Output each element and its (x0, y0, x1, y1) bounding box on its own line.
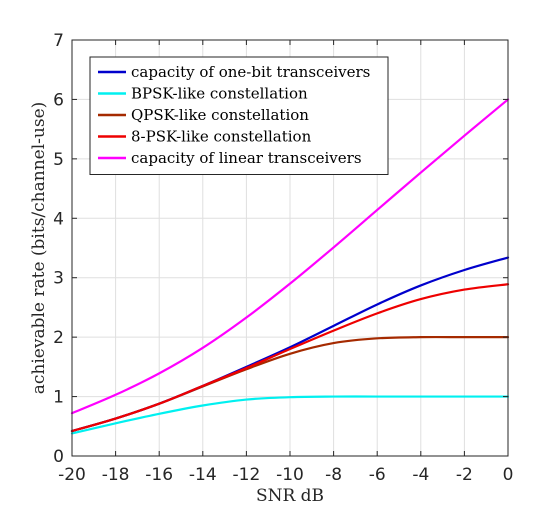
x-tick-label: -12 (233, 465, 261, 485)
x-tick-label: -18 (102, 465, 130, 485)
y-tick-label: 3 (53, 269, 64, 289)
series-line-linear-capacity (70, 98, 510, 415)
series-line-bpsk (70, 395, 510, 435)
x-tick-label: -14 (189, 465, 217, 485)
legend-entry: capacity of one-bit transceivers (131, 63, 370, 81)
y-tick-label: 2 (53, 328, 64, 348)
legend-entry: QPSK-like constellation (131, 106, 309, 124)
x-tick-label: -6 (369, 465, 386, 485)
legend-entry: capacity of linear transceivers (131, 149, 362, 167)
y-axis-label: achievable rate (bits/channel-use) (29, 102, 49, 395)
x-tick-label: -2 (456, 465, 473, 485)
x-tick-label: -4 (412, 465, 429, 485)
x-tick-label: 0 (503, 465, 514, 485)
y-tick-label: 7 (53, 31, 64, 51)
x-tick-label: -20 (58, 465, 86, 485)
y-tick-label: 6 (53, 90, 64, 110)
y-tick-label: 4 (53, 209, 64, 229)
y-tick-label: 1 (53, 388, 64, 408)
series-line-8psk (70, 283, 510, 433)
legend: capacity of one-bit transceivers BPSK-lik… (89, 56, 389, 175)
legend-entry: BPSK-like constellation (131, 85, 308, 103)
x-tick-label: -8 (325, 465, 342, 485)
x-tick-label: -10 (276, 465, 304, 485)
y-tick-label: 5 (53, 150, 64, 170)
x-axis-label: SNR dB (256, 486, 324, 506)
y-tick-label: 0 (53, 447, 64, 467)
series-layer (70, 98, 510, 435)
legend-entry: 8-PSK-like constellation (131, 128, 312, 146)
legend-box (89, 56, 389, 175)
x-tick-label: -16 (145, 465, 173, 485)
